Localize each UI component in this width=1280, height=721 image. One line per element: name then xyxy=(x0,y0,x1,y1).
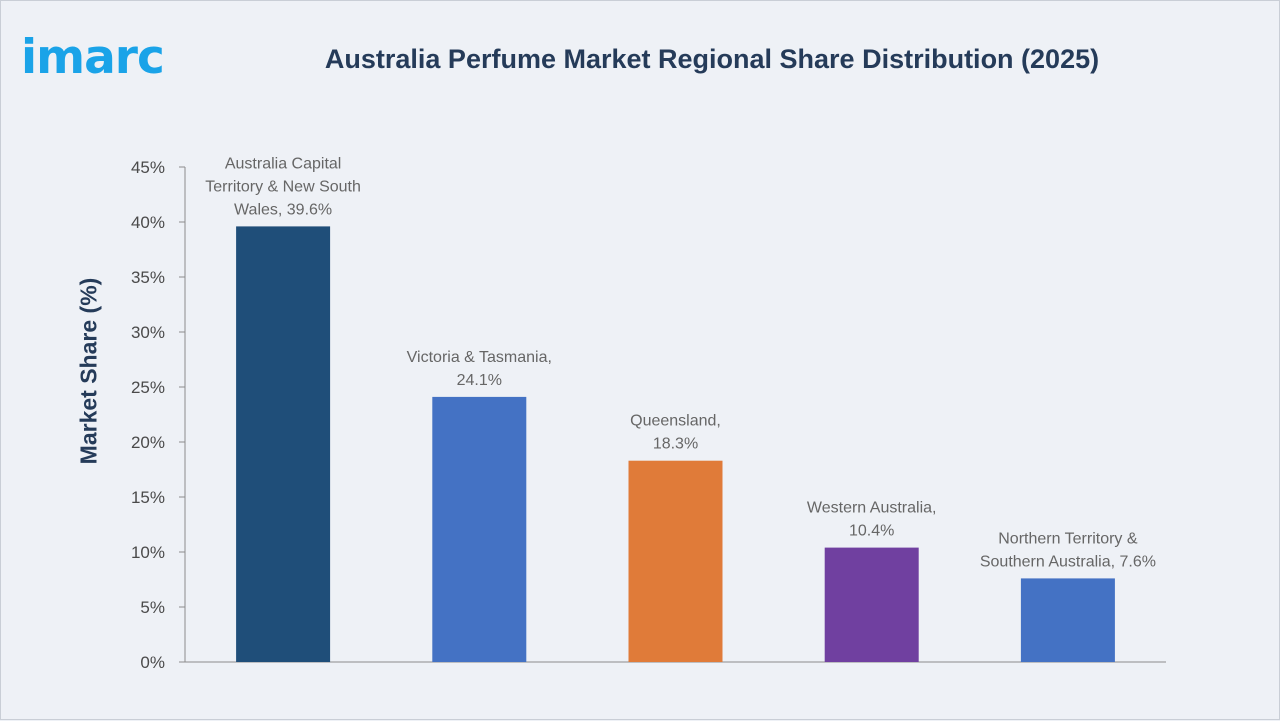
data-label: Victoria & Tasmania, xyxy=(407,349,552,366)
data-label: Queensland, xyxy=(630,413,721,430)
data-label: Australia Capital xyxy=(225,155,342,172)
y-tick-label: 40% xyxy=(131,213,165,232)
data-label: Wales, 39.6% xyxy=(234,201,332,218)
data-label: 10.4% xyxy=(849,523,894,540)
data-label: Southern Australia, 7.6% xyxy=(980,553,1156,570)
data-label: Territory & New South xyxy=(205,178,361,195)
bar xyxy=(432,396,527,662)
data-label: Northern Territory & xyxy=(998,530,1138,547)
bar xyxy=(236,226,331,662)
bar xyxy=(1020,578,1115,662)
y-tick-label: 15% xyxy=(131,488,165,507)
chart-title: Australia Perfume Market Regional Share … xyxy=(324,44,1100,74)
data-label: 24.1% xyxy=(457,372,502,389)
imarc-logo: imarc xyxy=(21,30,165,85)
y-tick-label: 5% xyxy=(140,598,165,617)
y-tick-label: 0% xyxy=(140,653,165,672)
data-label: Western Australia, xyxy=(807,500,937,517)
y-tick-label: 25% xyxy=(131,378,165,397)
y-tick-label: 10% xyxy=(131,543,165,562)
y-tick-label: 35% xyxy=(131,268,165,287)
data-label: 18.3% xyxy=(653,436,698,453)
y-tick-label: 45% xyxy=(131,158,165,177)
bar xyxy=(628,460,723,662)
bar xyxy=(824,547,919,662)
y-tick-label: 20% xyxy=(131,433,165,452)
y-tick-label: 30% xyxy=(131,323,165,342)
